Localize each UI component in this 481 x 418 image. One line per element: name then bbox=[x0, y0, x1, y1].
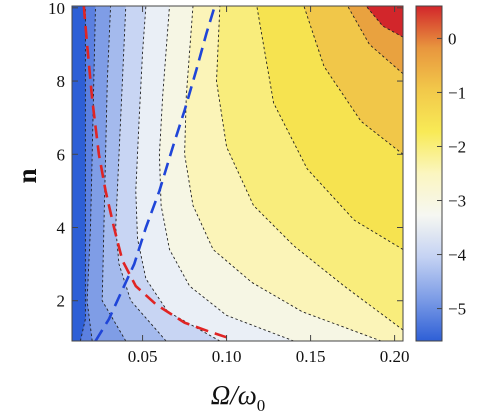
contour-line bbox=[158, 6, 294, 341]
x-axis-title: Ω/ω0 bbox=[211, 380, 266, 415]
contour-line bbox=[115, 6, 167, 341]
contour-line bbox=[303, 6, 403, 155]
y-tick-label: 4 bbox=[57, 219, 66, 238]
y-tick-label: 6 bbox=[57, 145, 66, 164]
y-tick-label: 8 bbox=[57, 72, 66, 91]
contour-line bbox=[365, 6, 403, 38]
colorbar-tick-label: −1 bbox=[448, 83, 466, 102]
contour-band bbox=[303, 6, 403, 341]
x-axis-title-main: Ω/ω bbox=[211, 380, 257, 410]
y-axis-title: n bbox=[12, 168, 42, 183]
x-tick-label: 0.10 bbox=[212, 347, 242, 366]
dashed-curves bbox=[82, 6, 228, 341]
colorbar-tick-label: −3 bbox=[448, 192, 466, 211]
x-tick-label: 0.15 bbox=[296, 347, 326, 366]
contour-band bbox=[347, 6, 403, 341]
colorbar-ticks: 0 −1 −2 −3 −4 −5 bbox=[437, 29, 467, 319]
contour-line bbox=[79, 6, 86, 341]
contour-line bbox=[135, 6, 221, 341]
contour-fills bbox=[80, 6, 403, 341]
y-tick-label: 10 bbox=[48, 0, 65, 18]
y-tick-label: 2 bbox=[57, 292, 66, 311]
colorbar: 0 −1 −2 −3 −4 −5 bbox=[415, 5, 467, 342]
contour-line bbox=[86, 6, 96, 341]
dashed-curve bbox=[82, 6, 228, 339]
contour-line bbox=[184, 6, 382, 341]
colorbar-tick-label: −2 bbox=[448, 137, 466, 156]
colorbar-tick-label: 0 bbox=[448, 29, 457, 48]
contour-line bbox=[216, 6, 403, 331]
x-tick-label: 0.05 bbox=[128, 347, 158, 366]
x-tick-label: 0.20 bbox=[380, 347, 410, 366]
x-axis-title-subscript: 0 bbox=[257, 396, 266, 415]
x-axis: 0.05 0.10 0.15 0.20 bbox=[128, 6, 410, 366]
contour-line bbox=[256, 6, 403, 250]
plot-frame bbox=[71, 5, 404, 342]
colorbar-tick-label: −4 bbox=[448, 246, 467, 265]
y-axis: 2 4 6 8 10 bbox=[48, 0, 403, 311]
colorbar-gradient bbox=[415, 5, 443, 342]
plot-area bbox=[71, 5, 404, 342]
contour-lines bbox=[79, 6, 403, 341]
colorbar-tick-label: −5 bbox=[448, 300, 466, 319]
dashed-curve bbox=[94, 6, 217, 341]
